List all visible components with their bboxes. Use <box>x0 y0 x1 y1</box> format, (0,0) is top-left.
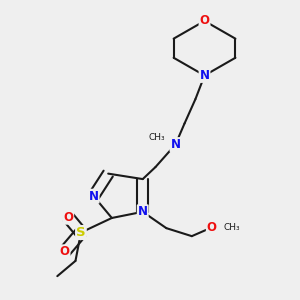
Text: CH₃: CH₃ <box>149 133 166 142</box>
Text: O: O <box>200 14 209 28</box>
Text: N: N <box>89 190 99 203</box>
Text: CH₃: CH₃ <box>224 223 240 232</box>
Text: O: O <box>60 245 70 258</box>
Text: N: N <box>200 69 209 82</box>
Text: N: N <box>170 138 180 151</box>
Text: N: N <box>138 205 148 218</box>
Text: O: O <box>63 211 73 224</box>
Text: O: O <box>207 221 217 234</box>
Text: S: S <box>76 226 86 239</box>
